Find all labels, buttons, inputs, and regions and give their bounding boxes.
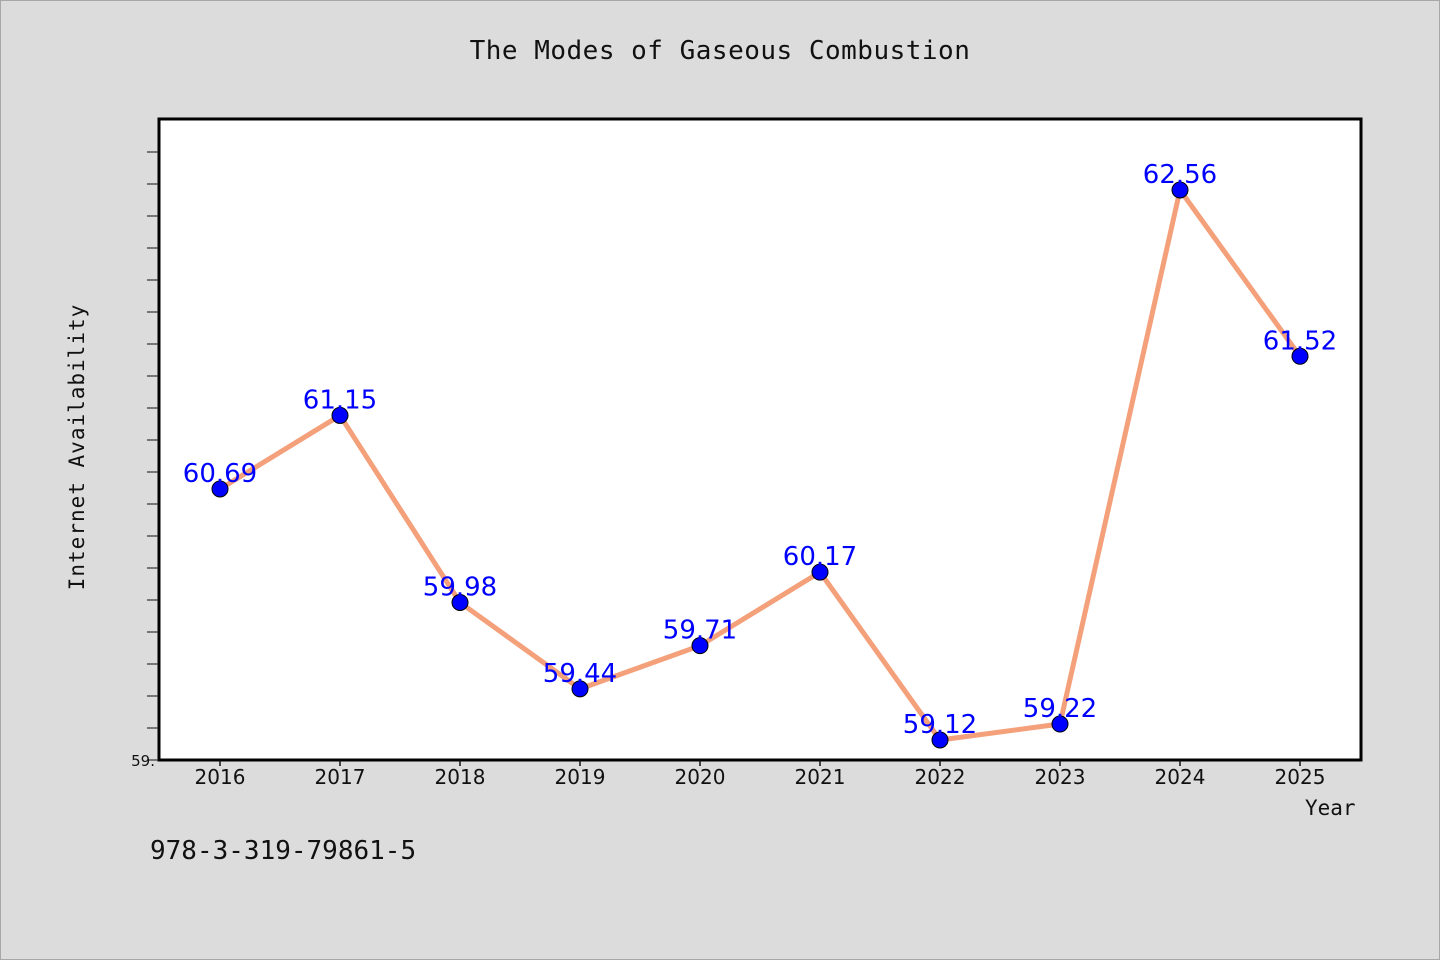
data-label: 59.98 [423,573,497,603]
chart-title: The Modes of Gaseous Combustion [469,36,971,66]
data-label: 60.17 [783,542,857,572]
x-tick-label: 2024 [1155,765,1206,789]
y-tick-label: 59. [131,752,155,770]
data-label: 59.22 [1023,694,1097,724]
data-point-marker [211,480,229,498]
data-label: 62.56 [1143,160,1217,190]
x-axis-label: Year [1305,796,1356,820]
x-tick-label: 2019 [555,765,606,789]
data-label: 59.44 [543,659,617,689]
x-tick-label: 2020 [675,765,726,789]
data-label: 61.52 [1263,326,1337,356]
x-tick-label: 2022 [915,765,966,789]
x-tick-label: 2016 [195,765,246,789]
x-tick-label: 2021 [795,765,846,789]
data-point-marker [811,563,829,581]
isbn-text: 978-3-319-79861-5 [150,836,417,866]
data-point-marker [571,680,589,698]
x-tick-label: 2023 [1035,765,1086,789]
x-tick-label: 2018 [435,765,486,789]
plot-area [157,117,1363,762]
data-point-marker [931,731,949,749]
data-point-marker [1171,181,1189,199]
data-label: 61.15 [303,385,377,415]
data-label: 59.12 [903,710,977,740]
data-point-marker [691,637,709,655]
data-label: 59.71 [663,616,737,646]
data-point-marker [451,594,469,611]
x-tick-label: 2025 [1275,765,1326,789]
data-point-marker [1291,347,1309,365]
series-line [218,187,1303,743]
x-tick-label: 2017 [315,765,366,789]
data-point-marker [331,406,349,424]
data-point-marker [1051,715,1069,733]
data-label: 60.69 [183,459,257,489]
